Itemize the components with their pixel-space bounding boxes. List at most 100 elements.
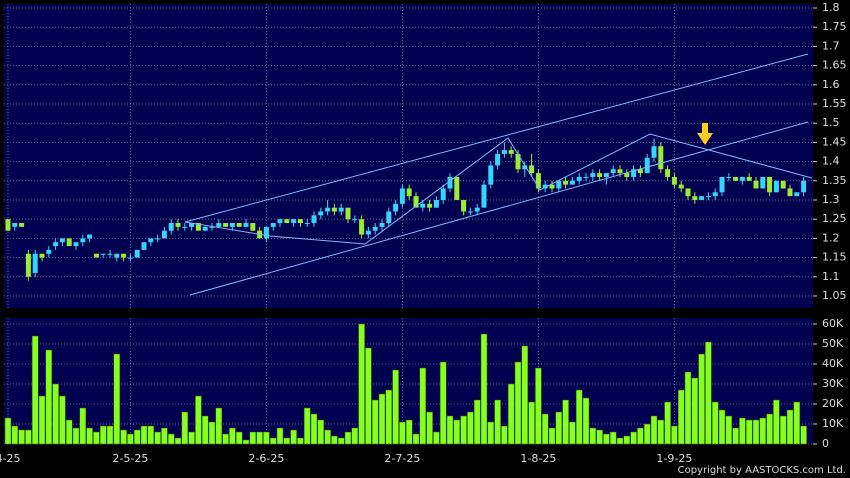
y-tick-label: 1.25 (822, 212, 847, 225)
candle-body (481, 184, 487, 208)
volume-bar (31, 335, 39, 445)
candle-body (529, 165, 535, 174)
volume-bar (59, 395, 66, 445)
candle-body (365, 230, 371, 235)
volume-bar (242, 439, 250, 445)
trend-line (184, 133, 813, 245)
candle-body (127, 257, 133, 259)
candle-body (345, 207, 351, 220)
candle-body (277, 219, 283, 224)
volume-bar (562, 399, 569, 445)
volume-bar (351, 427, 359, 445)
volume-bar (603, 433, 610, 445)
candle-body (705, 196, 711, 198)
candle-body (311, 215, 317, 224)
candle-body (474, 207, 480, 212)
candle-body (549, 184, 555, 189)
volume-bar (446, 415, 454, 445)
candle-body (359, 219, 365, 235)
candle-body (590, 173, 596, 177)
candle-body (427, 203, 433, 208)
candle-body (386, 211, 392, 224)
volume-bar (521, 345, 529, 445)
candle-body (107, 253, 113, 255)
volume-bar (426, 411, 433, 445)
volume-bar (324, 429, 331, 445)
volume-bar (133, 429, 141, 445)
x-tick-label: 2-6-25 (248, 452, 284, 465)
volume-bar (317, 419, 325, 445)
candle-body (399, 188, 405, 204)
trend-line (189, 121, 809, 296)
volume-bar (297, 437, 304, 445)
volume-bar (609, 431, 617, 445)
candle-body (433, 199, 439, 208)
candle-body (712, 192, 718, 197)
candle-body (780, 180, 786, 189)
candle-body (576, 176, 582, 181)
candle-body (760, 176, 766, 189)
arrow-head (697, 133, 713, 145)
candle-body (270, 223, 276, 227)
candle-body (603, 173, 609, 177)
price-panel (4, 4, 813, 308)
candle-body (393, 203, 399, 212)
candle-body (304, 223, 310, 225)
volume-bar (235, 431, 243, 445)
y-tick-label: 1.6 (822, 78, 840, 91)
volume-bar (154, 431, 161, 445)
trend-line (184, 53, 809, 223)
volume-bar (439, 361, 447, 445)
volume-bar (358, 323, 365, 445)
candle-body (461, 199, 467, 212)
candle-body (726, 176, 732, 178)
candle-body (243, 223, 249, 227)
candle-body (39, 253, 45, 258)
volume-bar (371, 399, 379, 445)
candle-body (263, 226, 269, 239)
volume-bar (575, 389, 583, 445)
volume-bar (256, 431, 263, 445)
volume-bar (290, 429, 297, 445)
candle-body (773, 180, 779, 193)
y-tick-label: 20K (822, 397, 844, 410)
volume-bar (276, 427, 284, 445)
candle-body (420, 203, 426, 208)
volume-bar (793, 401, 801, 445)
candle-body (32, 253, 38, 273)
candle-body (739, 176, 745, 181)
candle-body (114, 253, 120, 258)
candle-body (515, 153, 521, 170)
volume-bar (113, 353, 121, 445)
x-tick-label: 2-7-25 (384, 452, 420, 465)
candle-body (331, 207, 337, 212)
volume-bar (773, 399, 780, 445)
candle-body (141, 242, 147, 250)
volume-bar (487, 421, 495, 445)
trend-lines (184, 53, 813, 296)
candle-body (569, 180, 575, 185)
y-tick-label: 1.65 (822, 59, 847, 72)
candle-body (121, 253, 127, 258)
volume-bar (494, 399, 501, 445)
volume-bar (337, 437, 345, 445)
candle-body (53, 242, 59, 247)
candle-body (746, 176, 752, 181)
volume-bar (120, 429, 127, 445)
candle-body (229, 223, 235, 227)
volume-bar (739, 417, 746, 445)
volume-bar (535, 367, 542, 445)
volume-bar (779, 415, 787, 445)
volume-bar (25, 429, 32, 445)
volume-bar (541, 413, 549, 445)
volume-bar (52, 383, 59, 445)
copyright: Copyright by AASTOCKS.com Ltd. (678, 465, 846, 476)
y-tick-label: 40K (822, 357, 844, 370)
y-tick-label: 1.5 (822, 116, 840, 129)
volume-bar (181, 411, 189, 445)
volume-bar (684, 371, 692, 445)
y-tick-label: 50K (822, 337, 844, 350)
y-tick-label: 1.1 (822, 270, 840, 283)
volume-bar (147, 425, 155, 445)
